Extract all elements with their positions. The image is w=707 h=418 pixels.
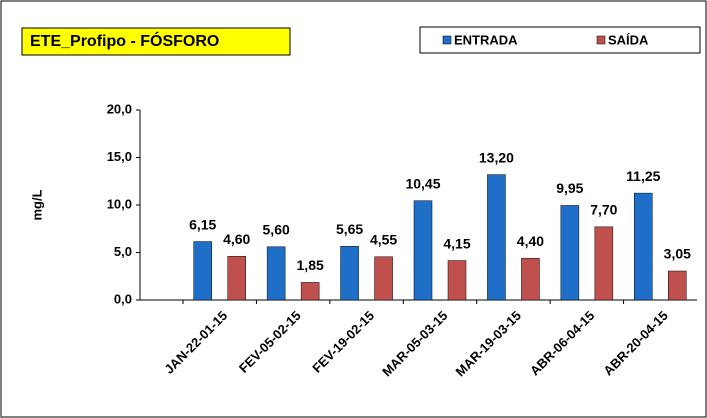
value-label: 5,60 (263, 222, 290, 238)
y-tick-label: 5,0 (114, 244, 132, 259)
y-tick-label: 20,0 (107, 101, 132, 116)
bar (227, 256, 246, 301)
value-label: 10,45 (405, 175, 440, 191)
y-tick-label: 15,0 (107, 149, 132, 164)
value-label: 4,55 (370, 231, 397, 247)
bar (668, 270, 687, 301)
y-axis-title: mg/L (29, 189, 44, 220)
value-label: 9,95 (556, 180, 583, 196)
value-label: 5,65 (336, 221, 363, 237)
title-box (21, 27, 291, 56)
value-label: 4,60 (223, 231, 250, 247)
bar (340, 246, 359, 301)
bar (594, 226, 614, 301)
bar (374, 256, 393, 301)
legend-swatch (596, 35, 606, 45)
value-label: 11,25 (626, 168, 660, 184)
bar (193, 241, 212, 301)
value-label: 13,20 (479, 149, 514, 165)
bar (487, 174, 506, 301)
value-label: 7,70 (590, 202, 617, 218)
bar (413, 200, 433, 301)
value-label: 4,40 (517, 233, 544, 249)
y-tick-label: 10,0 (107, 196, 132, 211)
value-label: 4,15 (443, 235, 470, 251)
legend-label: SAÍDA (608, 32, 649, 47)
bar (300, 282, 320, 301)
value-label: 3,05 (664, 246, 691, 262)
y-tick-label: 0,0 (114, 291, 132, 306)
bar (560, 205, 580, 301)
legend-swatch (442, 35, 452, 45)
bar (634, 192, 653, 301)
legend-box (419, 26, 701, 54)
bar (521, 257, 540, 301)
bar (447, 260, 467, 301)
value-label: 6,15 (189, 216, 216, 232)
value-label: 1,85 (297, 257, 324, 273)
chart-title: ETE_Profipo - FÓSFORO (30, 31, 219, 50)
bar (266, 246, 286, 301)
legend-label: ENTRADA (454, 32, 518, 47)
